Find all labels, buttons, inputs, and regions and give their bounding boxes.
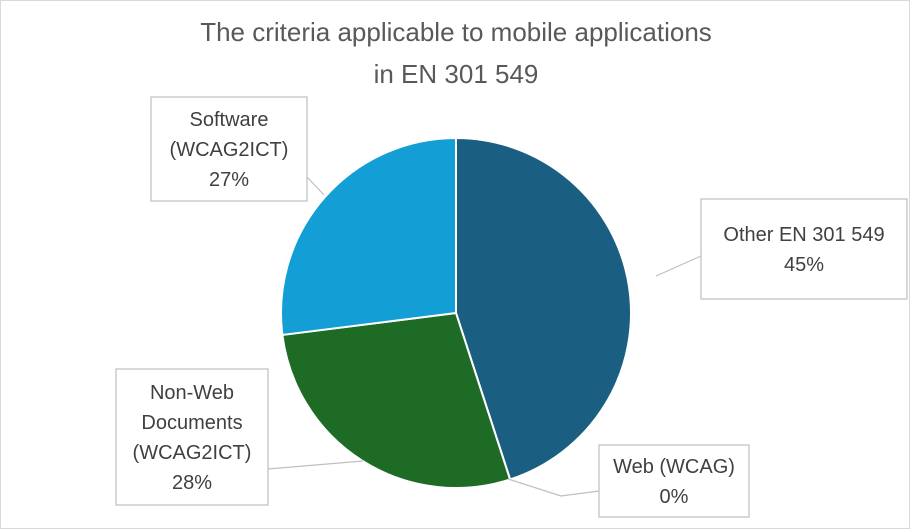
pie-slice-1 [455,136,632,481]
pie-slices [280,136,632,489]
leader-lines [267,176,702,497]
data-label-category: Other EN 301 549 [723,224,884,246]
pie-slice-4 [280,136,457,337]
data-label-category: Documents [141,412,242,434]
data-label-category: (WCAG2ICT) [133,442,252,464]
chart-title-line-1: The criteria applicable to mobile applic… [200,17,712,47]
data-label-value: 27% [209,169,249,191]
chart-title: The criteria applicable to mobile applic… [200,17,712,89]
data-label-box [598,444,750,518]
data-label-value: 28% [172,472,212,494]
leader-line-3 [267,460,364,470]
data-label-category: Software [190,109,269,131]
data-label-box [150,96,308,202]
data-label-category: Non-Web [150,382,234,404]
data-label-category: Web (WCAG) [613,456,735,478]
data-label-2: Web (WCAG) 0% [598,444,750,518]
data-label-callouts: Other EN 301 549 45% Web (WCAG) 0% Non-Web Do… [115,96,908,518]
data-label-value: 0% [660,486,689,508]
data-label-box [700,198,908,300]
data-label-category: (WCAG2ICT) [170,139,289,161]
leader-line-1 [655,255,702,277]
data-label-1: Other EN 301 549 45% [700,198,908,300]
leader-line-2 [507,478,600,497]
data-label-box [115,368,269,506]
chart-title-line-2: in EN 301 549 [374,59,539,89]
data-label-4: Software (WCAG2ICT) 27% [150,96,308,202]
data-label-3: Non-Web Documents (WCAG2ICT) 28% [115,368,269,506]
leader-line-4 [306,176,325,196]
data-label-value: 45% [784,254,824,276]
